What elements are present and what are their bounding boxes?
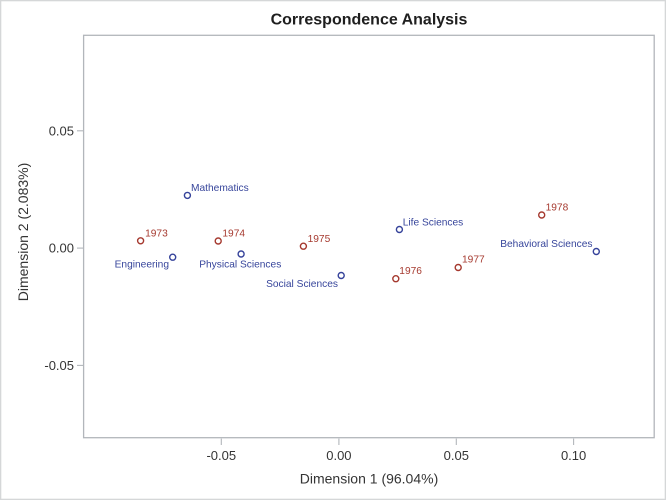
svg-text:1973: 1973: [145, 229, 168, 240]
svg-text:0.10: 0.10: [561, 448, 586, 463]
svg-text:0.05: 0.05: [49, 123, 74, 138]
svg-text:1976: 1976: [399, 266, 422, 277]
svg-text:Dimension 2 (2.083%): Dimension 2 (2.083%): [15, 163, 31, 302]
svg-text:-0.05: -0.05: [206, 448, 236, 463]
svg-text:Behavioral Sciences: Behavioral Sciences: [500, 239, 592, 250]
svg-text:1978: 1978: [546, 202, 569, 213]
svg-text:Correspondence Analysis: Correspondence Analysis: [271, 12, 468, 29]
svg-text:0.05: 0.05: [444, 448, 469, 463]
svg-text:Mathematics: Mathematics: [191, 183, 249, 194]
svg-text:1974: 1974: [222, 229, 245, 240]
svg-text:-0.05: -0.05: [44, 358, 74, 373]
svg-text:Engineering: Engineering: [115, 259, 170, 270]
svg-text:1975: 1975: [308, 234, 331, 245]
svg-text:0.00: 0.00: [49, 241, 74, 256]
svg-text:Life Sciences: Life Sciences: [403, 218, 464, 229]
svg-text:1977: 1977: [462, 255, 485, 266]
svg-text:0.00: 0.00: [326, 448, 351, 463]
svg-text:Physical Sciences: Physical Sciences: [199, 259, 281, 270]
svg-text:Social Sciences: Social Sciences: [266, 279, 338, 290]
svg-text:Dimension 1 (96.04%): Dimension 1 (96.04%): [300, 471, 439, 487]
